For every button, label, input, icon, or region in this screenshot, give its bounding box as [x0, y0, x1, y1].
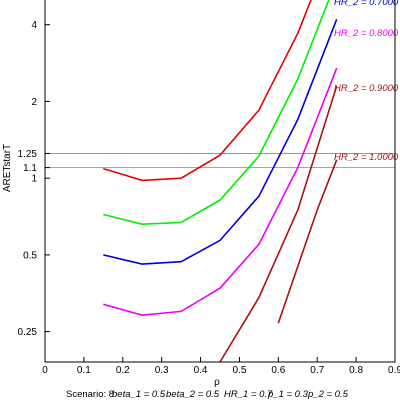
x-tick-label: 0.9 — [388, 365, 400, 376]
caption-hr-1: HR_1 = 0.7 — [224, 389, 273, 400]
series-labels: HR_2 = 0.7000 HR_2 = 0.8000 HR_2 = 0.9000 H… — [334, 0, 399, 163]
series-line-5 — [277, 159, 338, 324]
y-tick-label: 0.5 — [23, 250, 37, 261]
series-label-3: HR_2 = 1.0000 — [334, 152, 399, 163]
series-line-4 — [219, 85, 338, 362]
x-tick-label: 0.5 — [232, 365, 246, 376]
x-tick-label: 0.2 — [116, 365, 130, 376]
series-line-1 — [103, 0, 330, 226]
axes — [44, 0, 396, 363]
x-tick-label: 0 — [42, 365, 48, 376]
x-tick-label: 0.4 — [194, 365, 208, 376]
x-tick-label: 0.6 — [271, 365, 285, 376]
caption-beta-2: beta_2 = 0.5 — [166, 389, 220, 400]
series-label-2: HR_2 = 0.9000 — [334, 83, 399, 94]
series-line-2 — [103, 19, 338, 265]
x-tick-label: 0.1 — [77, 365, 91, 376]
caption-scenario: Scenario: 8 — [66, 389, 114, 400]
y-tick-label: 4 — [31, 20, 37, 31]
x-tick-label: 0.8 — [349, 365, 363, 376]
y-tick-label: 0.25 — [18, 327, 38, 338]
series-label-0: HR_2 = 0.7000 — [334, 0, 399, 8]
series-line-0 — [103, 0, 312, 182]
x-axis-title: ρ — [214, 377, 220, 388]
caption-beta-1: beta_1 = 0.5 — [112, 389, 166, 400]
series-layer — [103, 0, 338, 362]
series-label-1: HR_2 = 0.8000 — [334, 28, 399, 39]
reference-lines — [45, 153, 395, 169]
series-line-3 — [103, 67, 338, 317]
y-tick-label: 2 — [31, 97, 37, 108]
ticks: 0 0.1 0.2 0.3 0.4 0.5 0.6 0.7 0.8 0.9 0.25 0.5 11.1 1… — [18, 20, 400, 376]
y-axis-title: ARETstarT — [2, 144, 13, 192]
x-tick-label: 0.7 — [310, 365, 324, 376]
caption-p-1: p_1 = 0.3 — [267, 389, 309, 400]
x-tick-label: 0.3 — [155, 365, 169, 376]
caption: Scenario: 8 beta_1 = 0.5 beta_2 = 0.5 HR… — [66, 389, 349, 400]
y-tick-label: 1.1 — [23, 163, 37, 174]
plot-frame — [44, 0, 396, 363]
y-tick-label: 1.25 — [18, 149, 38, 160]
caption-p-2: p_2 = 0.5 — [307, 389, 349, 400]
y-tick-label: 1 — [31, 174, 37, 185]
